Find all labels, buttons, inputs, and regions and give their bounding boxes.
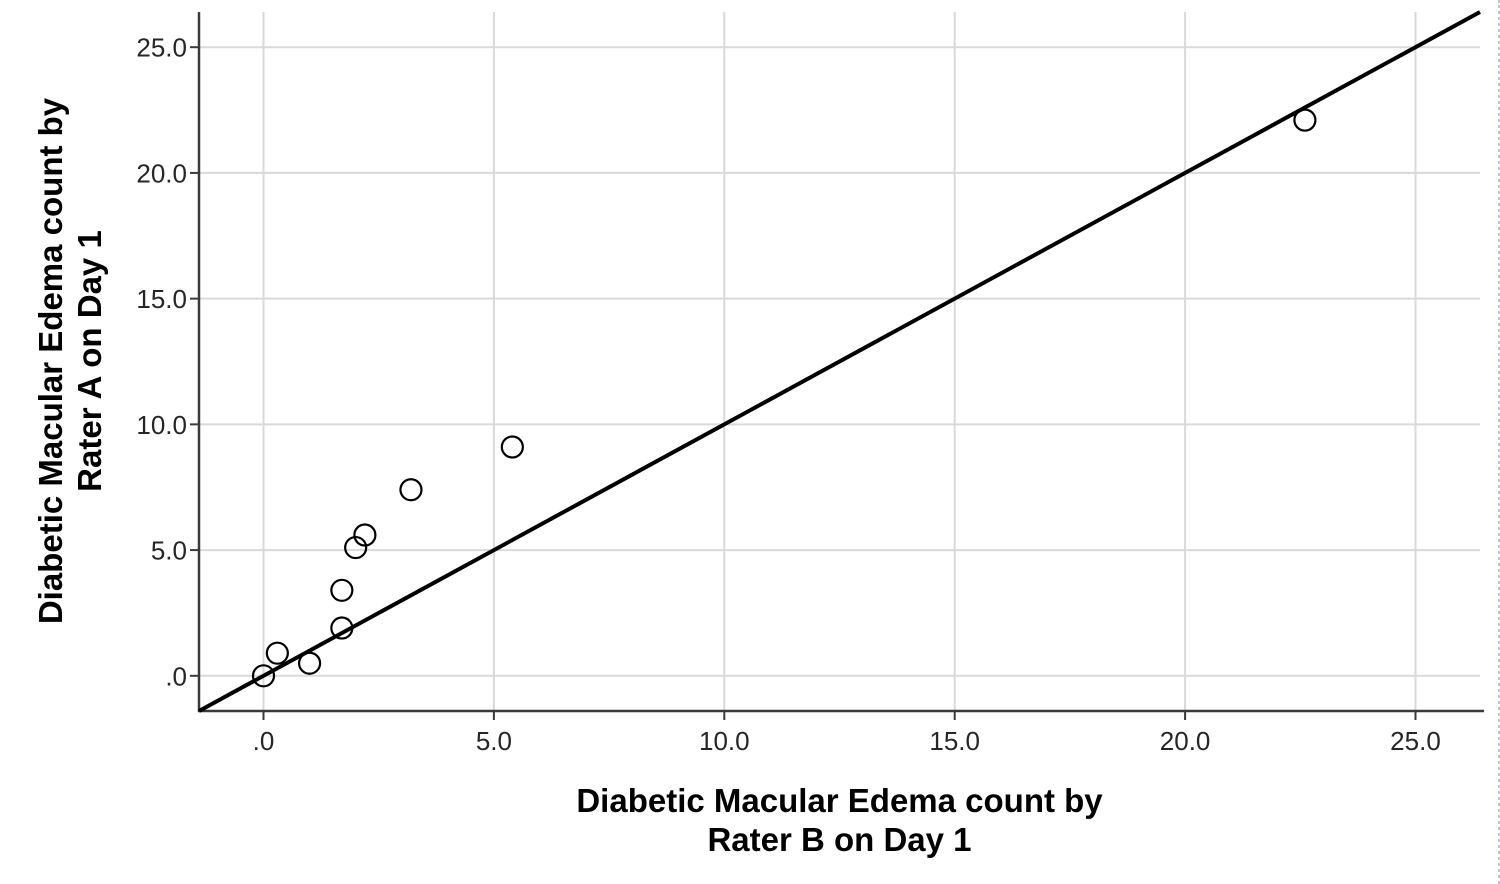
- data-point: [353, 523, 377, 547]
- x-axis-title: Diabetic Macular Edema count by Rater B …: [199, 781, 1480, 859]
- data-point: [297, 651, 322, 675]
- identity-line: [198, 10, 1481, 713]
- data-point: [399, 478, 423, 502]
- y-tick-label: 10.0: [136, 410, 187, 440]
- y-tick-label: 15.0: [136, 284, 187, 314]
- data-point: [330, 616, 354, 640]
- data-point: [265, 641, 289, 665]
- x-tick-label: 10.0: [699, 726, 750, 756]
- y-axis-title-line2: Rater A on Day 1: [71, 230, 108, 492]
- y-axis-title-line1: Diabetic Macular Edema count by: [32, 97, 69, 625]
- x-tick-label: .0: [253, 726, 275, 756]
- data-point: [251, 664, 276, 688]
- x-axis-title-line1: Diabetic Macular Edema count by: [576, 782, 1103, 819]
- data-point: [330, 578, 354, 602]
- data-point: [500, 435, 524, 459]
- selection-dotted-border: [1495, 0, 1500, 884]
- x-tick-label: 20.0: [1160, 726, 1211, 756]
- x-axis-title-line2: Rater B on Day 1: [707, 821, 972, 858]
- x-tick-label: 25.0: [1390, 726, 1441, 756]
- x-tick-label: 15.0: [929, 726, 980, 756]
- y-tick-label: .0: [165, 661, 187, 691]
- y-tick-label: 25.0: [136, 33, 187, 63]
- y-tick-label: 5.0: [151, 536, 187, 566]
- data-point: [1293, 108, 1317, 132]
- x-tick-label: 5.0: [476, 726, 512, 756]
- y-axis-title: Diabetic Macular Edema count by Rater A …: [31, 98, 109, 624]
- y-tick-label: 20.0: [136, 158, 187, 188]
